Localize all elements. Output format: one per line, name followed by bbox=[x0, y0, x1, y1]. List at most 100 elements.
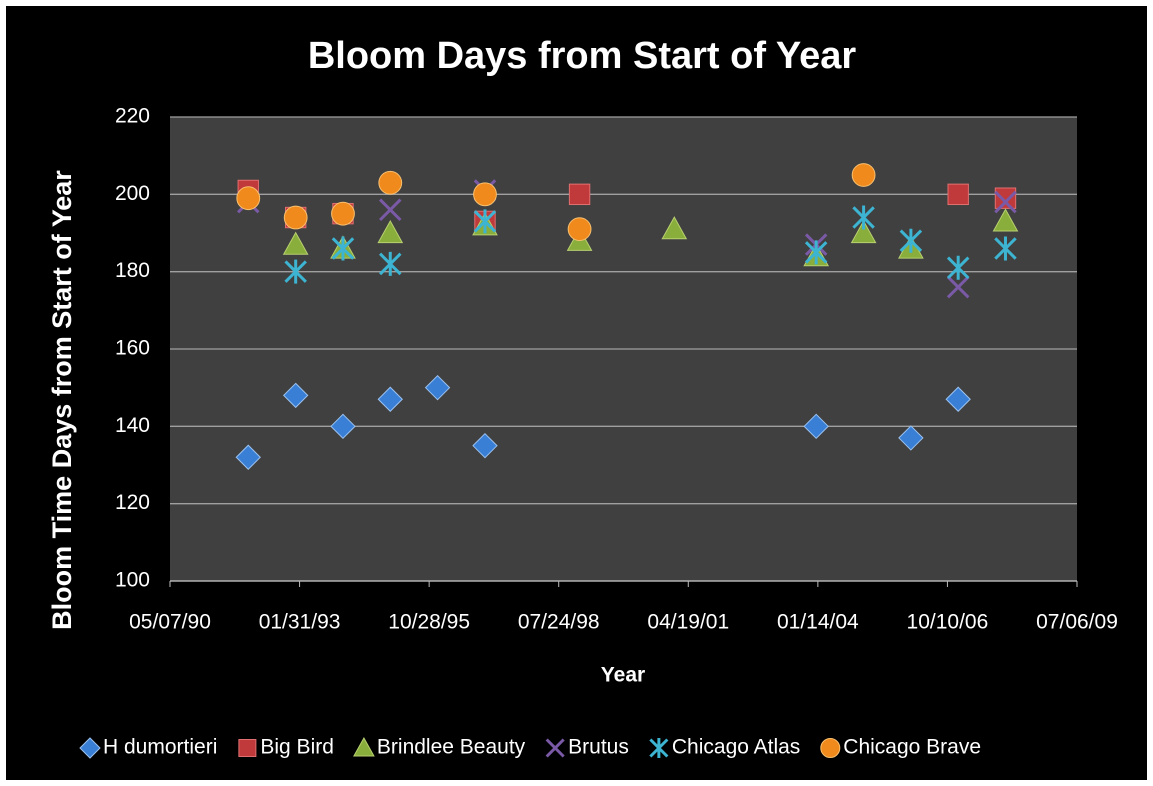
x-tick-label: 10/10/06 bbox=[907, 611, 989, 634]
legend-marker bbox=[353, 736, 375, 757]
legend-label: Brindlee Beauty bbox=[377, 736, 526, 759]
point-part bbox=[236, 186, 261, 211]
point-part bbox=[472, 432, 498, 459]
y-tick-label: 180 bbox=[115, 259, 150, 282]
point-part bbox=[424, 374, 451, 401]
point-part bbox=[947, 183, 969, 206]
point bbox=[282, 382, 309, 409]
point-part bbox=[331, 236, 355, 261]
point-part bbox=[284, 259, 307, 284]
point bbox=[804, 240, 828, 265]
legend-label: H dumortieri bbox=[103, 736, 217, 759]
point bbox=[284, 259, 307, 284]
point bbox=[994, 236, 1017, 261]
point-part bbox=[804, 240, 828, 265]
point bbox=[946, 255, 970, 280]
point-part bbox=[282, 382, 309, 409]
x-tick-label: 07/06/09 bbox=[1036, 611, 1118, 634]
point bbox=[379, 251, 402, 276]
point bbox=[994, 190, 1017, 214]
point-part bbox=[994, 236, 1017, 261]
point-part bbox=[803, 413, 829, 440]
point-part bbox=[235, 444, 261, 470]
legend-marker-part bbox=[353, 736, 375, 757]
point bbox=[331, 201, 355, 226]
point bbox=[567, 217, 592, 242]
point bbox=[235, 444, 261, 470]
point bbox=[331, 236, 355, 261]
chart-title: Bloom Days from Start of Year bbox=[308, 35, 857, 77]
legend-marker-part bbox=[820, 738, 841, 758]
point-part bbox=[568, 183, 591, 206]
point-part bbox=[945, 386, 971, 412]
legend-marker bbox=[238, 739, 257, 757]
point-part bbox=[473, 209, 497, 234]
point bbox=[473, 182, 497, 207]
x-tick-label: 05/07/90 bbox=[129, 611, 211, 634]
point-part bbox=[898, 425, 924, 451]
legend-marker-part bbox=[79, 737, 101, 759]
legend-marker bbox=[79, 737, 101, 759]
y-tick-label: 100 bbox=[115, 569, 150, 592]
legend-label: Chicago Brave bbox=[843, 736, 981, 759]
point bbox=[379, 198, 402, 222]
point bbox=[899, 228, 923, 253]
y-axis-label: Bloom Time Days from Start of Year bbox=[47, 170, 77, 630]
point bbox=[850, 219, 877, 244]
point-part bbox=[379, 251, 402, 276]
point bbox=[852, 205, 875, 230]
point-part bbox=[331, 201, 355, 226]
point bbox=[803, 413, 829, 440]
point bbox=[377, 386, 403, 412]
legend-marker bbox=[649, 738, 669, 758]
point-part bbox=[283, 205, 308, 230]
point-part bbox=[473, 182, 497, 207]
point-part bbox=[994, 187, 1017, 209]
point bbox=[946, 275, 970, 299]
point bbox=[945, 386, 971, 412]
point bbox=[851, 163, 876, 187]
point-part bbox=[946, 275, 970, 299]
point-part bbox=[378, 170, 403, 195]
point bbox=[330, 413, 356, 440]
legend-marker-part bbox=[238, 739, 257, 757]
point-part bbox=[377, 219, 404, 244]
point-part bbox=[850, 219, 877, 244]
x-axis-label: Year bbox=[601, 664, 645, 687]
point bbox=[568, 183, 591, 206]
point-part bbox=[992, 208, 1019, 232]
legend-label: Big Bird bbox=[260, 736, 334, 759]
legend-label: Chicago Atlas bbox=[672, 736, 800, 759]
point-part bbox=[377, 386, 403, 412]
legend-marker-part bbox=[649, 738, 669, 758]
x-tick-label: 04/19/01 bbox=[647, 611, 729, 634]
y-tick-label: 120 bbox=[115, 491, 150, 514]
point-part bbox=[330, 413, 356, 440]
point-part bbox=[379, 198, 402, 222]
point bbox=[473, 209, 497, 234]
point bbox=[282, 231, 309, 255]
point-part bbox=[899, 228, 923, 253]
point bbox=[377, 219, 404, 244]
point bbox=[424, 374, 451, 401]
point bbox=[236, 186, 261, 211]
y-tick-label: 200 bbox=[115, 182, 150, 205]
point-part bbox=[946, 255, 970, 280]
y-tick-label: 140 bbox=[115, 414, 150, 437]
legend-marker-part bbox=[545, 738, 565, 758]
y-tick-label: 220 bbox=[115, 105, 150, 128]
point-part bbox=[282, 231, 309, 255]
point bbox=[472, 432, 498, 459]
point bbox=[898, 425, 924, 451]
legend-marker bbox=[820, 738, 841, 758]
x-tick-label: 07/24/98 bbox=[518, 611, 600, 634]
x-tick-label: 01/14/04 bbox=[777, 611, 859, 634]
x-tick-label: 01/31/93 bbox=[259, 611, 341, 634]
legend-marker bbox=[545, 738, 565, 758]
y-tick-label: 160 bbox=[115, 337, 150, 360]
point bbox=[661, 216, 688, 240]
legend-label: Brutus bbox=[568, 736, 629, 759]
point-part bbox=[567, 217, 592, 242]
